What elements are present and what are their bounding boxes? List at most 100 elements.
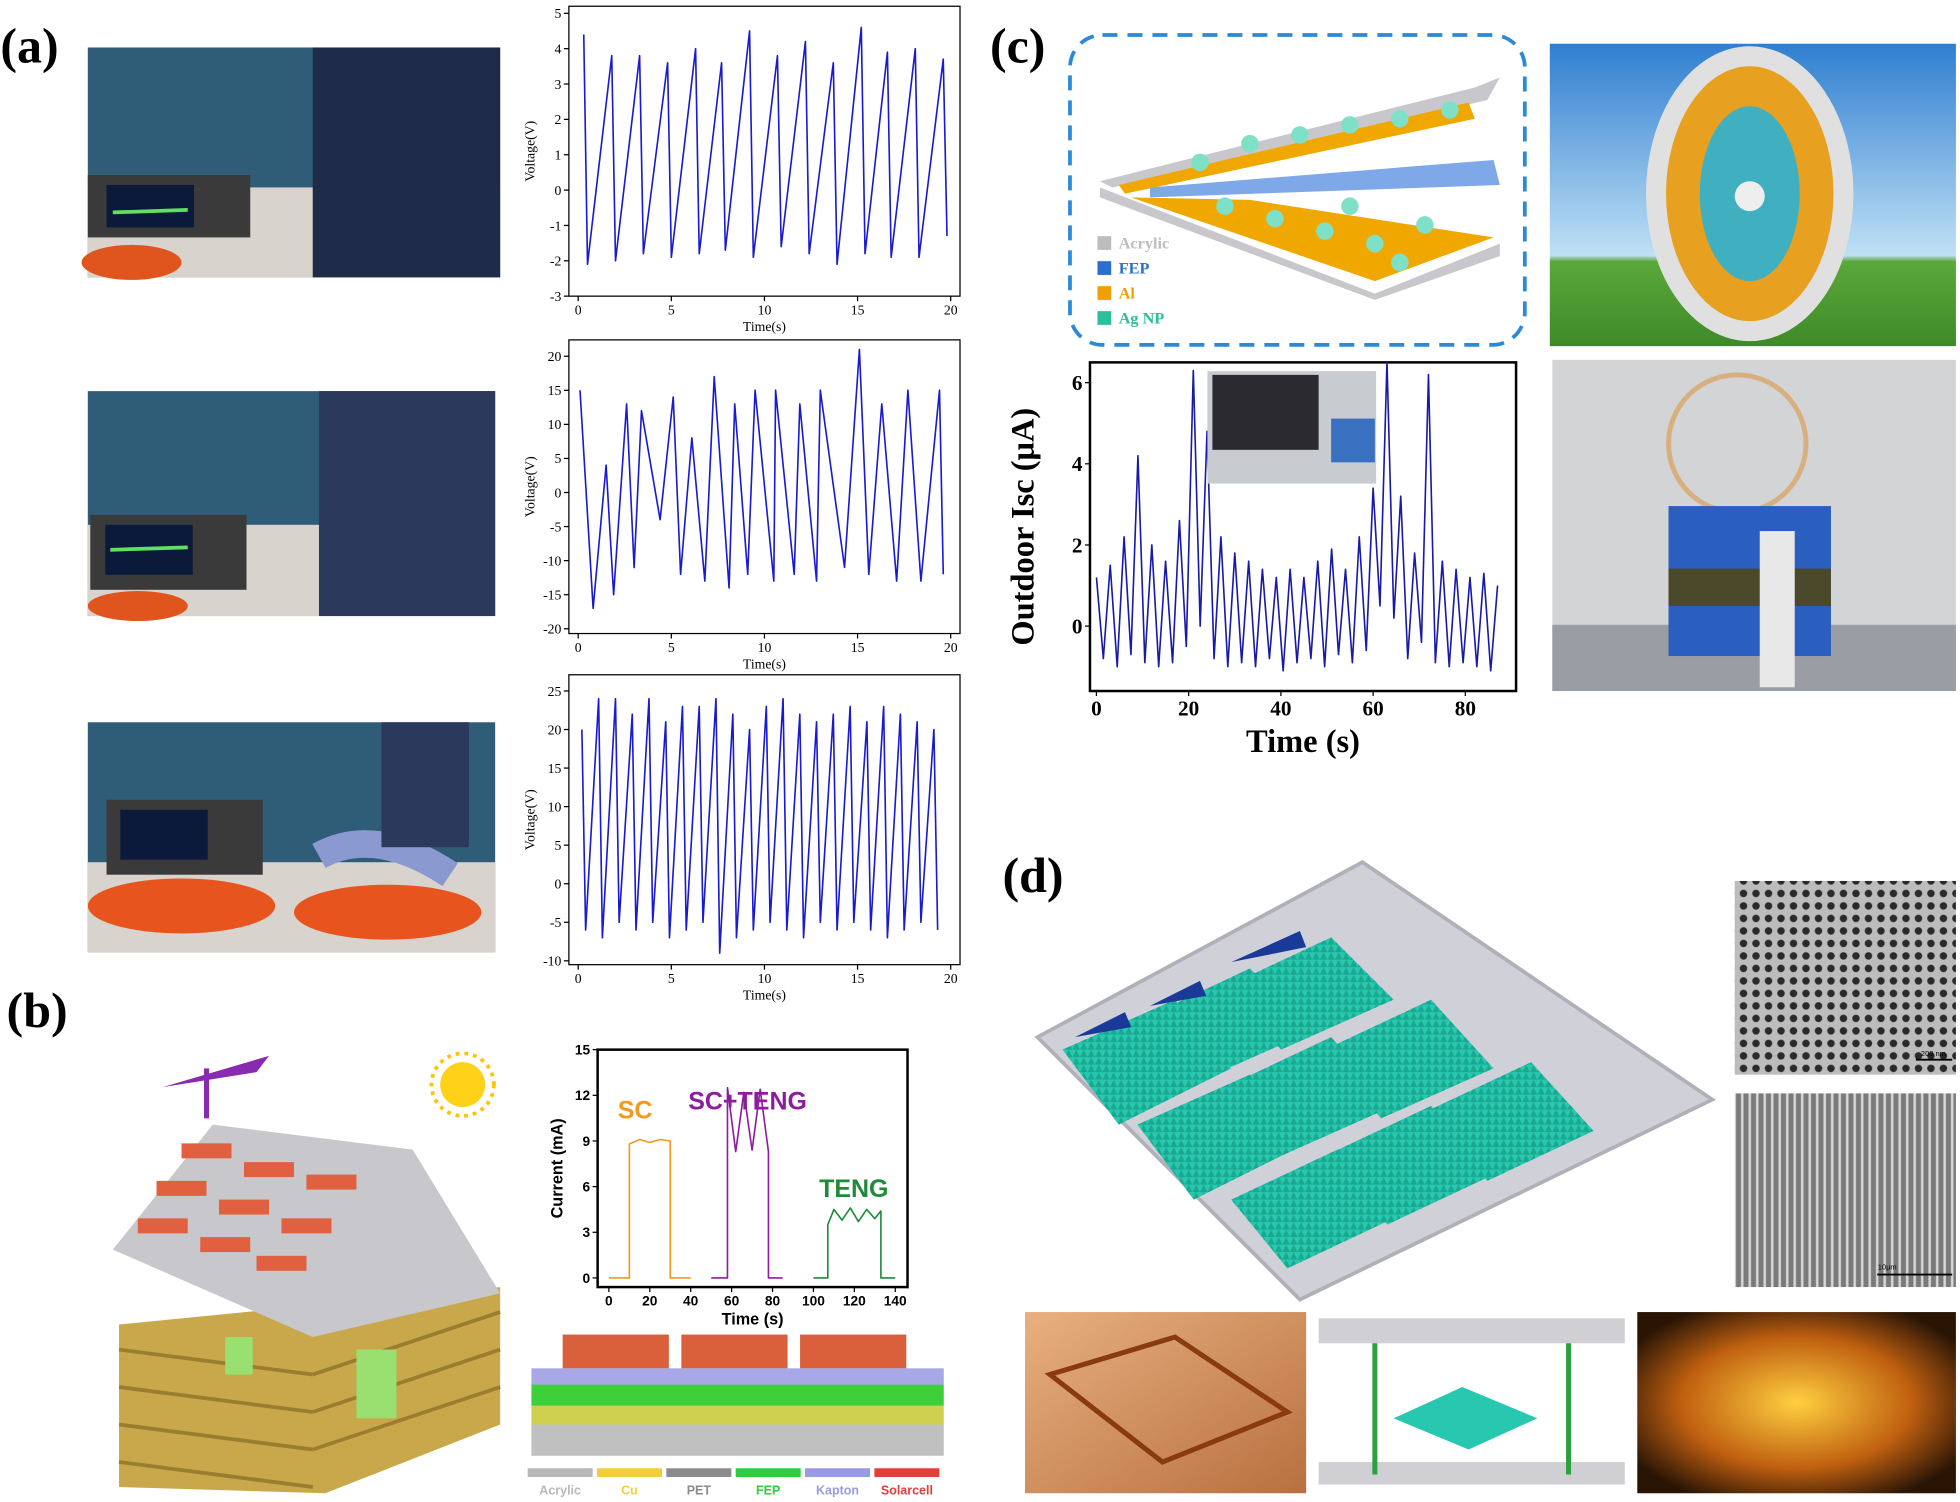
legend-label: Acrylic <box>539 1484 581 1498</box>
y-tick-label: 0 <box>555 877 562 892</box>
y-tick-label: -5 <box>550 915 562 930</box>
y-axis-label: Voltage(V) <box>523 121 539 182</box>
y-tick-label: 20 <box>548 722 562 737</box>
x-tick-label: 0 <box>1091 697 1102 721</box>
inset-photo <box>1207 371 1377 484</box>
y-tick-label: -15 <box>543 588 561 603</box>
y-tick-label: 4 <box>1072 452 1083 476</box>
y-tick-label: -20 <box>543 622 561 637</box>
y-tick-label: 15 <box>575 1042 591 1057</box>
inset-photo-device <box>1331 418 1375 463</box>
data-line <box>608 1138 691 1279</box>
photo-row-d <box>1024 1312 1956 1494</box>
photo-group-a <box>81 47 501 953</box>
legend-swatch <box>874 1468 940 1478</box>
y-tick-label: 6 <box>582 1179 590 1194</box>
x-tick-label: 40 <box>683 1294 699 1309</box>
y-tick-label: 0 <box>555 485 562 500</box>
x-tick-label: 60 <box>724 1294 740 1309</box>
plot-frame <box>568 5 961 297</box>
y-tick-label: -10 <box>543 954 561 969</box>
y-tick-label: 4 <box>555 41 562 56</box>
y-axis-label: Outdoor Isc (μA) <box>1005 408 1041 646</box>
series-label: SC <box>618 1096 653 1124</box>
legend-label: Acrylic <box>1119 235 1169 253</box>
legend-swatch <box>1097 261 1112 275</box>
plot-frame <box>568 674 961 966</box>
legend-label: Kapton <box>816 1484 859 1498</box>
y-tick-label: 10 <box>548 417 562 432</box>
x-tick-label: 120 <box>843 1294 866 1309</box>
x-tick-label: 10 <box>758 640 772 655</box>
y-tick-label: -1 <box>550 218 562 233</box>
legend-label: FEP <box>1119 260 1150 278</box>
y-axis-label: Current (mA) <box>549 1118 567 1218</box>
scale-bar-label: 200 nm <box>1921 1049 1946 1058</box>
x-tick-label: 0 <box>575 971 582 986</box>
panel-label: (d) <box>1002 847 1063 903</box>
grid-illustration <box>1034 860 1716 1302</box>
y-tick-label: 3 <box>582 1225 590 1240</box>
x-tick-label: 10 <box>758 303 772 318</box>
x-tick-label: 140 <box>884 1294 907 1309</box>
y-tick-label: -3 <box>550 289 562 304</box>
y-tick-label: -2 <box>550 254 562 269</box>
y-tick-label: 0 <box>555 183 562 198</box>
x-tick-label: 20 <box>944 971 958 986</box>
y-tick-label: 0 <box>1072 615 1083 639</box>
legend-swatch <box>666 1468 732 1478</box>
y-axis-label: Voltage(V) <box>523 456 539 517</box>
photo <box>87 391 496 622</box>
x-tick-label: 80 <box>765 1294 781 1309</box>
inset-photo-screen <box>1212 374 1319 450</box>
data-line <box>711 1086 783 1279</box>
legend-label: Al <box>1119 285 1136 303</box>
chart: 0 5 10 15 20 -3 -2 -1 0 1 2 3 4 5 Voltage(V) Time(s) <box>523 5 961 335</box>
y-tick-label: 10 <box>548 799 562 814</box>
x-tick-label: 60 <box>1362 697 1383 721</box>
x-tick-label: 20 <box>642 1294 658 1309</box>
x-tick-label: 5 <box>668 303 675 318</box>
y-tick-label: 5 <box>555 451 562 466</box>
legend-swatch <box>805 1468 871 1478</box>
y-tick-label: 1 <box>555 148 562 163</box>
plot-frame <box>596 1048 909 1289</box>
x-tick-label: 5 <box>668 640 675 655</box>
x-tick-label: 5 <box>668 971 675 986</box>
y-tick-label: 5 <box>555 6 562 21</box>
x-tick-label: 20 <box>1178 697 1199 721</box>
series-label: TENG <box>819 1175 888 1203</box>
house-illustration <box>112 1051 501 1494</box>
x-tick-label: 0 <box>575 640 582 655</box>
legend-label: FEP <box>756 1484 780 1498</box>
y-tick-label: 2 <box>555 112 562 127</box>
x-tick-label: 15 <box>851 640 865 655</box>
y-tick-label: 25 <box>548 684 562 699</box>
y-axis-label: Voltage(V) <box>523 789 539 850</box>
photo-device <box>1552 359 1956 692</box>
x-tick-label: 15 <box>851 303 865 318</box>
panel-labels: (a) (b) (c) (d) <box>0 17 1063 1038</box>
x-tick-label: 15 <box>851 971 865 986</box>
legend-swatch <box>1097 286 1112 300</box>
x-tick-label: 0 <box>605 1294 613 1309</box>
panel-label: (a) <box>0 17 58 73</box>
legend-swatch <box>1097 236 1112 250</box>
y-tick-label: 6 <box>1072 371 1083 395</box>
y-tick-label: 0 <box>582 1271 590 1286</box>
y-tick-label: 5 <box>555 838 562 853</box>
data-line <box>813 1207 896 1279</box>
x-tick-label: 10 <box>758 971 772 986</box>
panel-label: (b) <box>7 982 68 1038</box>
legend-swatch <box>527 1468 593 1478</box>
y-tick-label: 15 <box>548 383 562 398</box>
x-tick-label: 40 <box>1270 697 1291 721</box>
y-tick-label: 20 <box>548 349 562 364</box>
x-tick-label: 20 <box>944 303 958 318</box>
y-tick-label: -10 <box>543 553 561 568</box>
legend-label: Solarcell <box>881 1484 933 1498</box>
sem-image: 200 nm 10μm <box>1734 880 1956 1288</box>
legend-label: Ag NP <box>1119 310 1165 328</box>
x-axis-label: Time (s) <box>722 1311 784 1329</box>
